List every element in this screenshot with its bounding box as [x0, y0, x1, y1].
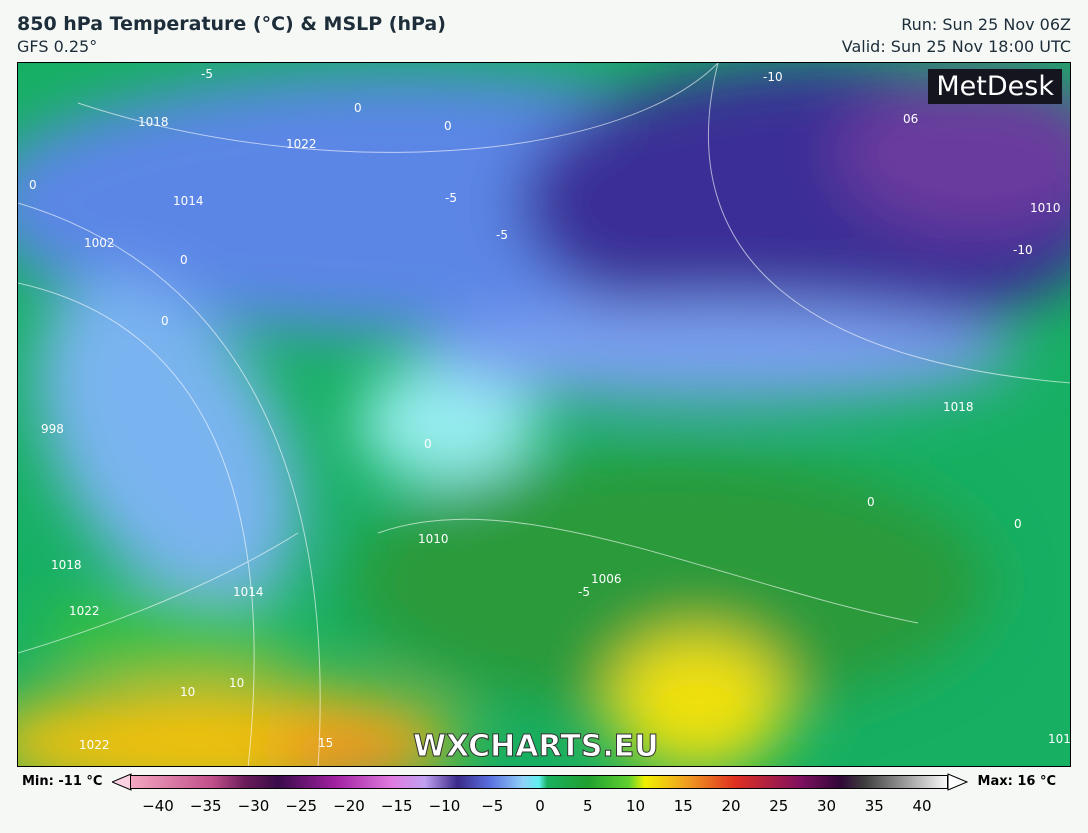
contour-label: 1006: [591, 572, 622, 586]
valid: Valid: Sun 25 Nov 18:00 UTC: [841, 37, 1071, 56]
contour-label: 1018: [51, 558, 82, 572]
contour-label: 0: [354, 101, 362, 115]
contour-label: 1022: [69, 604, 100, 618]
contour-label: 1010: [1030, 201, 1061, 215]
contour-label: -5: [445, 191, 457, 205]
contour-label: 0: [29, 178, 37, 192]
contour-label: 1018: [1048, 732, 1071, 746]
logo: MetDesk: [928, 69, 1062, 104]
contour-label: -5: [201, 67, 213, 81]
contour-label: 1018: [943, 400, 974, 414]
contour-label: 15: [318, 736, 333, 750]
legend-tick: 35: [864, 797, 884, 815]
watermark: WXCHARTS.EU: [413, 729, 660, 765]
legend-max: Max: 16 °C: [977, 774, 1056, 789]
contour-label: 0: [180, 253, 188, 267]
map-canvas: -51018102200-5-510141002000998010101006-…: [18, 63, 1071, 766]
contour-label: -10: [763, 70, 783, 84]
legend-tick: 0: [535, 797, 545, 815]
color-bar: [130, 775, 948, 789]
contour-label: 0: [444, 119, 452, 133]
contour-label: 1014: [233, 585, 264, 599]
legend-min: Min: -11 °C: [22, 774, 103, 789]
legend-tick: 30: [816, 797, 837, 815]
legend-tick: −40: [142, 797, 174, 815]
contour-label: 1022: [79, 738, 110, 752]
legend-tick: −15: [380, 797, 413, 815]
legend-tick: −5: [481, 797, 504, 815]
contour-label: 0: [867, 495, 875, 509]
legend-tick: 15: [673, 797, 693, 815]
legend-tick: 25: [769, 797, 789, 815]
contour-label: 06: [903, 112, 918, 126]
legend-tick: 10: [625, 797, 646, 815]
legend-tick: −30: [237, 797, 270, 815]
title: 850 hPa Temperature (°C) & MSLP (hPa): [17, 13, 446, 35]
legend-tick: −25: [285, 797, 318, 815]
contour-label: 1002: [84, 236, 115, 250]
contour-label: 1022: [286, 137, 317, 151]
contour-label: 998: [41, 422, 64, 436]
legend-tick: −35: [189, 797, 222, 815]
model: GFS 0.25°: [17, 37, 98, 56]
contour-label: -10: [1013, 243, 1033, 257]
contour-label: 0: [1014, 517, 1022, 531]
contour-label: -5: [496, 228, 508, 242]
run: Run: Sun 25 Nov 06Z: [901, 15, 1071, 34]
legend-tick: 5: [582, 797, 593, 815]
legend-tick: 20: [721, 797, 741, 815]
contour-label: 1010: [418, 532, 449, 546]
contour-label: 1018: [138, 115, 169, 129]
contour-label: 1014: [173, 194, 204, 208]
legend-tick: −20: [333, 797, 365, 815]
contour-label: 10: [180, 685, 195, 699]
contour-label: 0: [424, 437, 432, 451]
legend-tick: 40: [912, 797, 932, 815]
contour-label: 10: [229, 676, 244, 690]
map: -5 1018 1022 0 0 -5 -5 1014 1002 0 0 0 998 0 1010 1006-…: [17, 62, 1071, 767]
contour-label: -5: [578, 585, 590, 599]
legend-tick: −10: [428, 797, 461, 815]
contour-label: 0: [161, 314, 169, 328]
